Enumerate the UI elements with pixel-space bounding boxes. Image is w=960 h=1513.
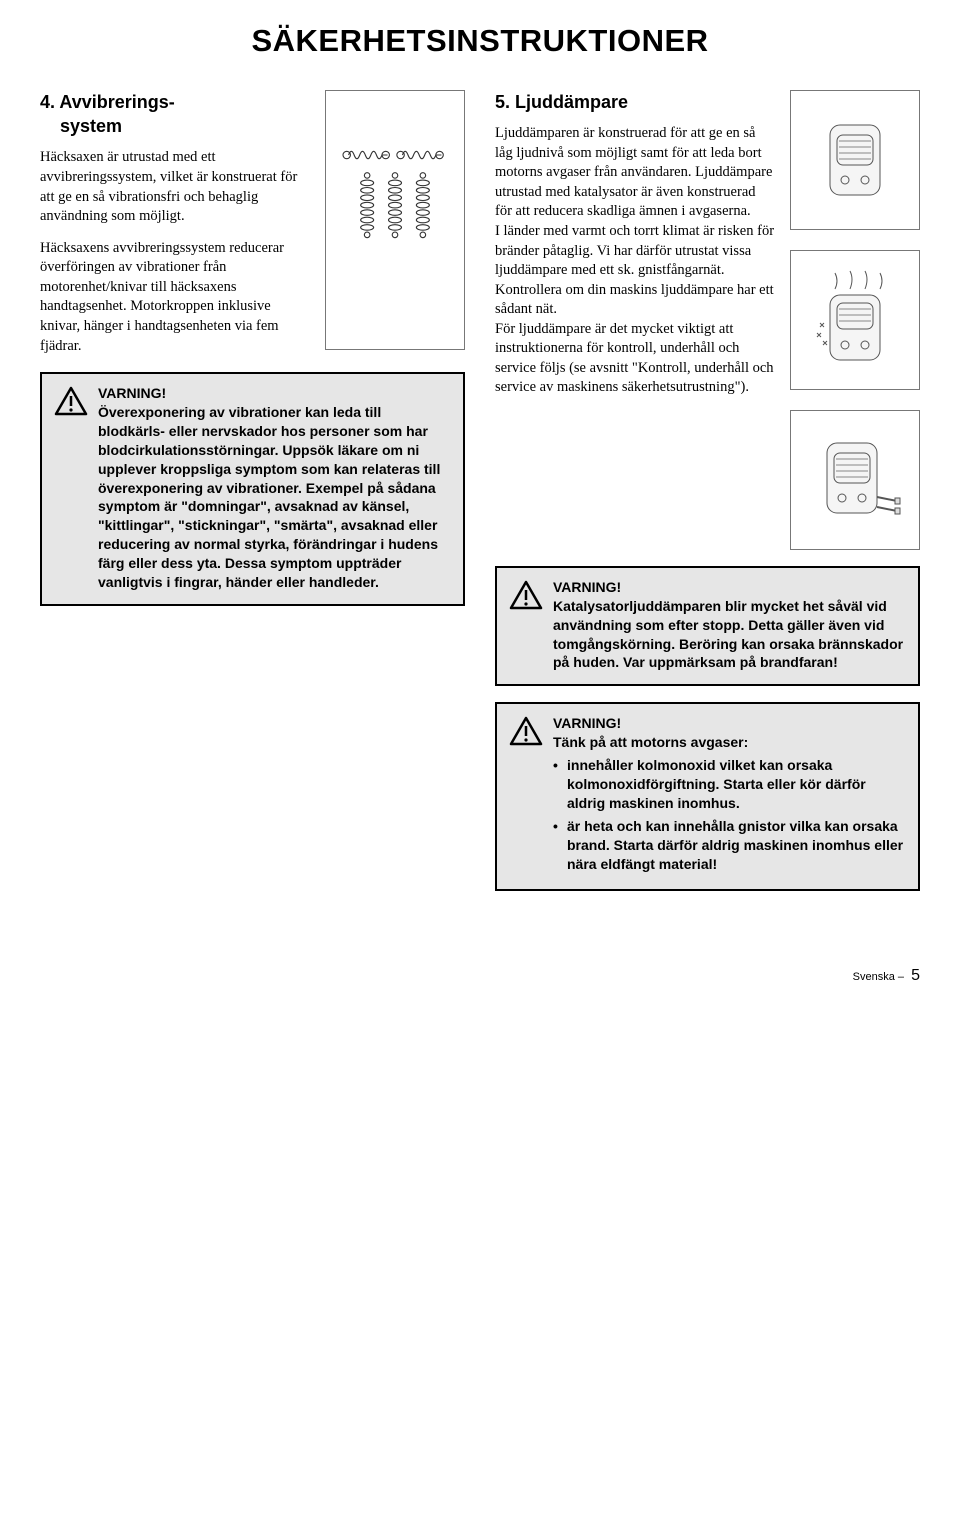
muffler-fig-3 — [790, 410, 920, 550]
left-text: 4. Avvibrerings- system Häcksaxen är utr… — [40, 90, 311, 356]
section-4-heading: 4. Avvibrerings- system — [40, 90, 311, 139]
left-column: 4. Avvibrerings- system Häcksaxen är utr… — [40, 90, 465, 906]
two-column-layout: 4. Avvibrerings- system Häcksaxen är utr… — [40, 90, 920, 906]
right-p1: Ljuddämparen är konstruerad för att ge e… — [495, 124, 776, 222]
footer-lang: Svenska – — [853, 971, 904, 983]
footer-page-number: 5 — [911, 967, 920, 984]
warning-exhaust-bullet-1: innehåller kolmonoxid vilket kan orsaka … — [553, 756, 906, 813]
section-5-title: Ljuddämpare — [515, 92, 628, 112]
right-column: 5. Ljuddämpare Ljuddämparen är konstruer… — [495, 90, 920, 906]
warning-triangle-icon — [509, 580, 543, 610]
right-p3b: ). — [741, 379, 749, 395]
warning-catalyst-text: Katalysatorljuddämparen blir mycket het … — [553, 597, 906, 673]
left-p1: Häcksaxen är utrustad med ett avvibrerin… — [40, 148, 311, 226]
muffler-fig-1 — [790, 90, 920, 230]
warning-exhaust-bullet-2: är heta och kan innehålla gnistor vilka … — [553, 817, 906, 874]
section-5-num: 5. — [495, 92, 510, 112]
warning-exhaust-title: VARNING! — [553, 714, 906, 733]
right-text: 5. Ljuddämpare Ljuddämparen är konstruer… — [495, 90, 776, 550]
springs-icon — [330, 95, 460, 345]
page-title: SÄKERHETSINSTRUKTIONER — [40, 20, 920, 62]
warning-exhaust: VARNING! Tänk på att motorns avgaser: in… — [495, 702, 920, 891]
right-p3: För ljuddämpare är det mycket viktigt at… — [495, 320, 776, 398]
muffler-figures — [790, 90, 920, 550]
warning-catalyst-title: VARNING! — [553, 578, 906, 597]
springs-figure — [325, 90, 465, 350]
muffler-fig-2 — [790, 250, 920, 390]
warning-vibration-text: Överexponering av vibrationer kan leda t… — [98, 403, 451, 592]
right-p2: I länder med varmt och torrt klimat är r… — [495, 222, 776, 320]
warning-triangle-icon — [54, 386, 88, 416]
muffler-hot-icon — [805, 265, 905, 375]
section-5-heading: 5. Ljuddämpare — [495, 90, 776, 114]
section-4-num: 4. — [40, 92, 55, 112]
section-4-title-l2: system — [60, 116, 122, 136]
warning-vibration-title: VARNING! — [98, 384, 451, 403]
warning-triangle-icon — [509, 716, 543, 746]
warning-vibration: VARNING! Överexponering av vibrationer k… — [40, 372, 465, 606]
warning-exhaust-intro: Tänk på att motorns avgaser: — [553, 733, 906, 752]
section-4-title-l1: Avvibrerings- — [59, 92, 174, 112]
warning-catalyst: VARNING! Katalysatorljuddämparen blir my… — [495, 566, 920, 686]
muffler-screws-icon — [805, 425, 905, 535]
page-footer: Svenska – 5 — [40, 965, 920, 987]
muffler-icon — [805, 105, 905, 215]
left-p2: Häcksaxens avvibrerings­system reducerar… — [40, 239, 311, 356]
